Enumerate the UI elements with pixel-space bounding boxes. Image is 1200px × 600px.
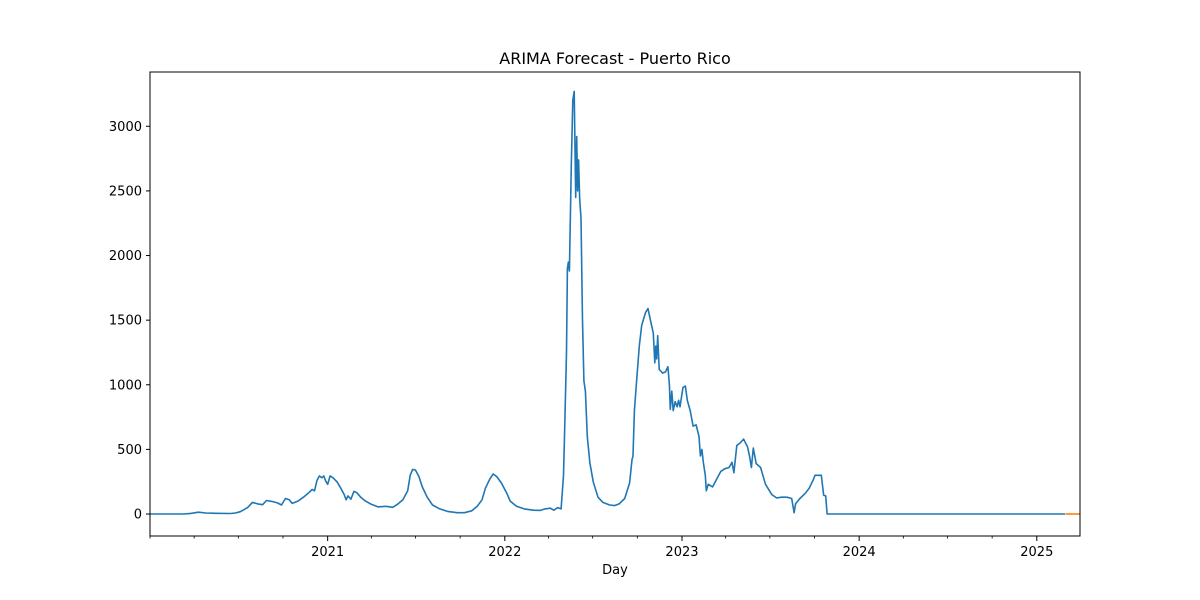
y-tick-label: 2000 [109, 249, 142, 264]
chart-title: ARIMA Forecast - Puerto Rico [499, 49, 731, 68]
y-tick-label: 1500 [109, 314, 142, 329]
y-tick-label: 0 [134, 508, 142, 523]
plot-frame [149, 71, 1081, 537]
series-lines [150, 90, 1080, 515]
x-tick-label: 2021 [311, 545, 344, 560]
x-tick-label: 2024 [843, 545, 876, 560]
y-tick-label: 500 [117, 443, 142, 458]
x-tick-label: 2025 [1020, 545, 1053, 560]
y-axis-ticks: 0 500 1000 1500 2000 2500 3000 [109, 120, 150, 523]
history-series-line [150, 90, 1065, 515]
x-tick-label: 2022 [488, 545, 521, 560]
y-tick-label: 2500 [109, 184, 142, 199]
x-axis-ticks: 2021 2022 2023 2024 2025 [311, 536, 1053, 560]
y-tick-label: 3000 [109, 120, 142, 135]
x-axis-label: Day [602, 563, 628, 578]
x-tick-label: 2023 [665, 545, 698, 560]
y-tick-label: 1000 [109, 378, 142, 393]
